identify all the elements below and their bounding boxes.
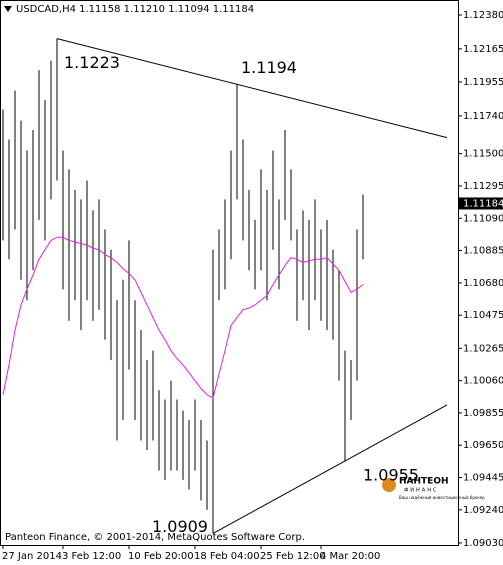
annotation-label: 1.1223	[64, 53, 120, 72]
y-tick-label: 1.10265	[463, 343, 503, 354]
y-tick-label: 1.12165	[463, 44, 503, 55]
y-tick-label: 1.11500	[463, 149, 503, 160]
x-tick-label: 25 Feb 12:00	[260, 551, 326, 562]
plot-frame	[0, 0, 459, 546]
x-tick-label: 18 Feb 04:00	[194, 551, 260, 562]
menu-arrow	[4, 6, 12, 12]
y-tick-label: 1.11090	[463, 213, 503, 224]
trend-line	[56, 38, 448, 139]
current-price-label: 1.11184	[463, 198, 503, 209]
y-tick-label: 1.09240	[463, 505, 503, 516]
logo-sub: ФИНАНС	[404, 488, 438, 494]
annotation-label: 1.0909	[152, 517, 208, 536]
copyright: Panteon Finance, © 2001-2014, MetaQuotes…	[5, 532, 305, 543]
trend-line	[212, 404, 448, 534]
y-tick-label: 1.11740	[463, 111, 503, 122]
y-tick-label: 1.10475	[463, 310, 503, 321]
x-tick-label: 27 Jan 2014	[2, 551, 62, 562]
y-tick-label: 1.09855	[463, 408, 503, 419]
logo-icon	[382, 478, 396, 492]
y-tick-label: 1.10885	[463, 246, 503, 257]
y-tick-label: 1.11955	[463, 77, 503, 88]
logo-name: ПАНТЕОН	[399, 477, 449, 487]
y-tick-label: 1.09650	[463, 440, 503, 451]
y-tick-label: 1.10680	[463, 278, 503, 289]
annotation-label: 1.0955	[363, 465, 419, 484]
x-tick-label: 3 Feb 12:00	[62, 551, 121, 562]
y-tick-label: 1.09030	[463, 538, 503, 549]
current-price-box	[459, 197, 503, 210]
y-tick-label: 1.12380	[463, 10, 503, 21]
moving-average	[2, 236, 364, 399]
logo-tagline: Ваш надёжный инвестиционный брокер	[399, 495, 485, 500]
y-tick-label: 1.11295	[463, 181, 503, 192]
y-tick-label: 1.10060	[463, 376, 503, 387]
x-tick-label: 10 Feb 20:00	[128, 551, 194, 562]
chart-title: USDCAD,H4 1.11158 1.11210 1.11094 1.1118…	[16, 4, 254, 15]
x-tick-label: 4 Mar 20:00	[320, 551, 380, 562]
logo: ПАНТЕОН ФИНАНС Ваш надёжный инвестиционн…	[382, 477, 485, 500]
y-tick-label: 1.09445	[463, 473, 503, 484]
annotation-label: 1.1194	[241, 58, 297, 77]
